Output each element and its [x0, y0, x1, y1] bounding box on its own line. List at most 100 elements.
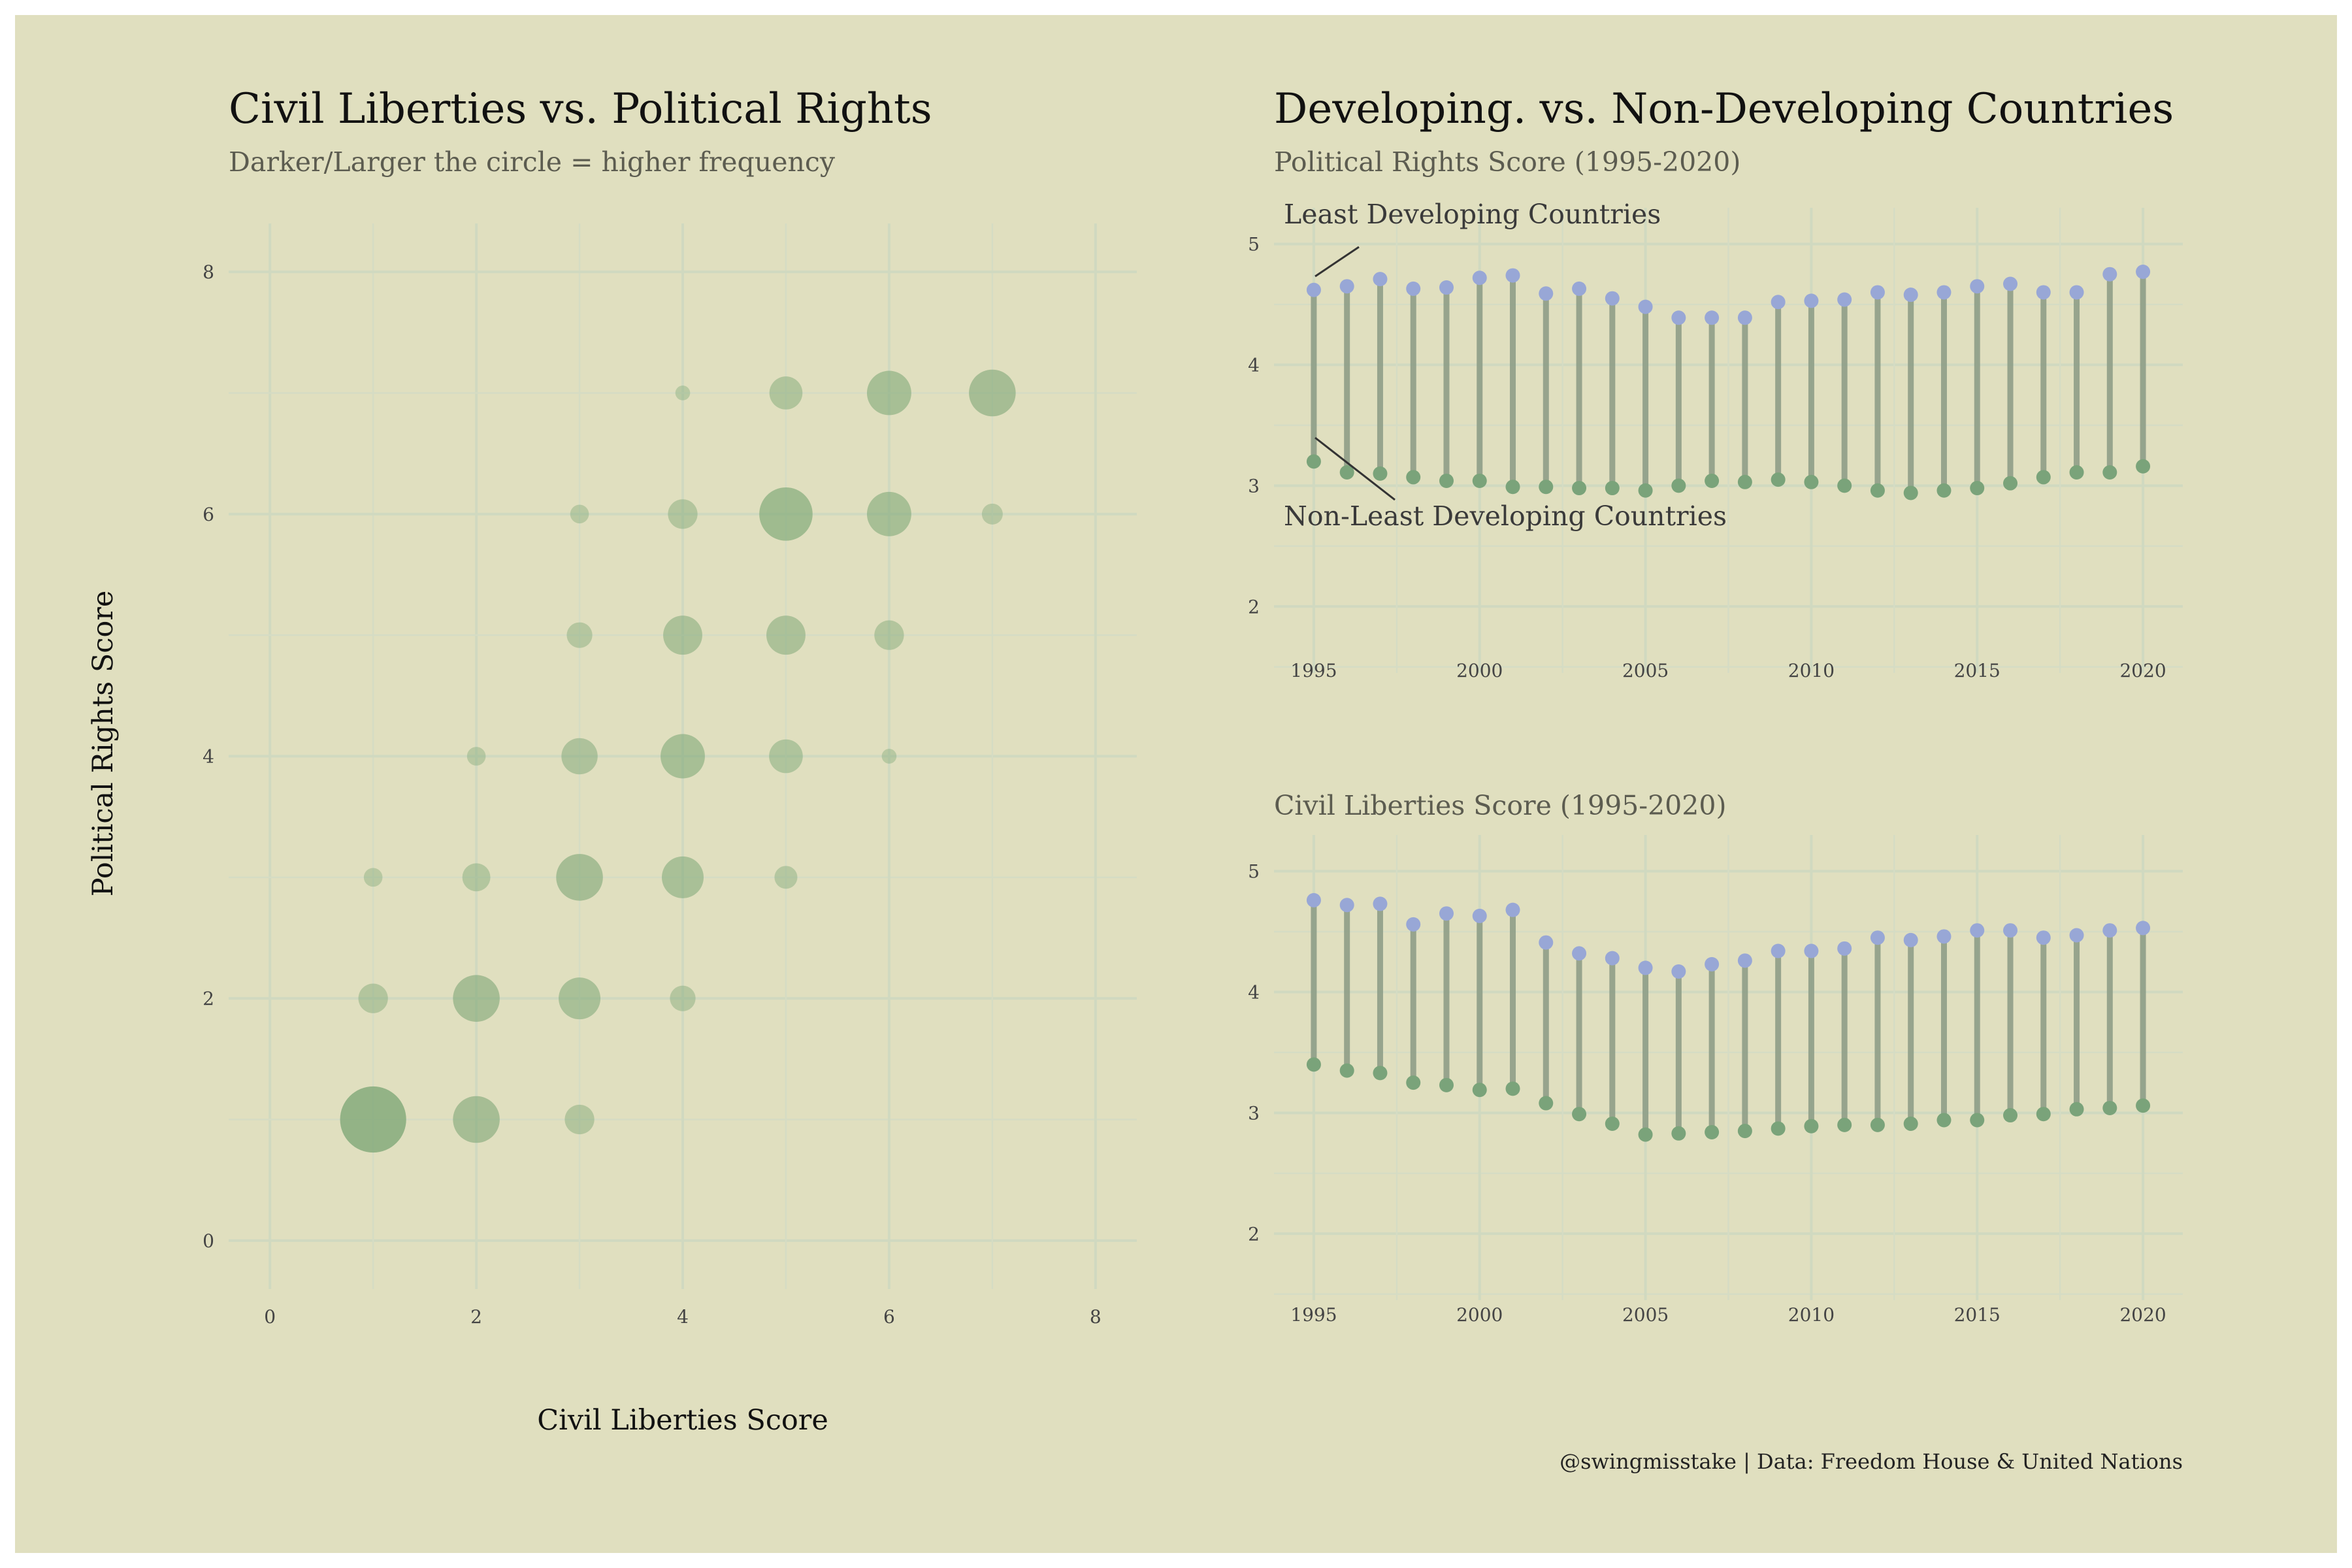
bubble-point	[866, 491, 911, 536]
x-tick-label: 2015	[1954, 1304, 2001, 1326]
bottom-dumbbells	[1306, 892, 2151, 1142]
least-developing-point	[1638, 299, 1653, 314]
bubble-point	[566, 622, 593, 648]
bubble-point	[556, 854, 603, 901]
left-chart-title: Civil Liberties vs. Political Rights	[229, 85, 932, 133]
x-tick-label: 2015	[1954, 660, 2001, 681]
least-developing-point	[1439, 280, 1454, 295]
least-developing-point	[1539, 286, 1554, 301]
non-least-developing-point	[1339, 1063, 1354, 1078]
least-developing-point	[2036, 930, 2051, 945]
bubble-point	[969, 369, 1016, 417]
bottom-grid	[1274, 835, 2183, 1300]
bubble-point	[874, 620, 904, 650]
left-x-tick-label: 6	[883, 1306, 895, 1328]
non-least-developing-point	[1870, 1117, 1885, 1132]
non-least-developing-point	[1970, 481, 1985, 496]
non-least-developing-point	[1539, 480, 1554, 495]
non-least-developing-point	[1804, 474, 1819, 489]
least-developing-point	[1306, 892, 1321, 907]
y-tick-label: 2	[1248, 1223, 1260, 1245]
bubble-point	[462, 863, 491, 892]
non-least-developing-point	[1705, 1124, 1720, 1139]
x-tick-label: 2005	[1622, 660, 1669, 681]
least-developing-point	[1804, 293, 1819, 308]
annotation-non-least-leader	[1315, 436, 1396, 501]
least-developing-point	[2136, 265, 2151, 280]
x-tick-label: 2020	[2119, 1304, 2166, 1326]
least-developing-point	[2069, 928, 2084, 943]
bubble-point	[981, 503, 1003, 525]
least-developing-point	[1737, 953, 1752, 968]
left-x-tick-label: 0	[264, 1306, 276, 1328]
non-least-developing-point	[2069, 465, 2084, 480]
non-least-developing-point	[1737, 474, 1752, 489]
non-least-developing-point	[1671, 478, 1686, 493]
x-tick-label: 2005	[1622, 1304, 1669, 1326]
non-least-developing-point	[1439, 1077, 1454, 1092]
non-least-developing-point	[1970, 1113, 1985, 1128]
non-least-developing-point	[1936, 1113, 1952, 1128]
least-developing-point	[1339, 279, 1354, 294]
least-developing-point	[1837, 292, 1852, 307]
least-developing-point	[2069, 285, 2084, 300]
top-dumbbells	[1306, 265, 2151, 500]
bubble-point	[663, 615, 702, 655]
left-tick-labels: 0 2 4 6 8 0 2 4 6 8	[203, 261, 1102, 1328]
bubble-point	[670, 985, 696, 1011]
left-chart-subtitle: Darker/Larger the circle = higher freque…	[229, 146, 836, 178]
least-developing-point	[1638, 960, 1653, 975]
non-least-developing-point	[1837, 1117, 1852, 1132]
left-y-tick-label: 4	[203, 746, 214, 768]
bubble-point	[668, 499, 698, 529]
bubble-point	[759, 487, 813, 541]
non-least-developing-point	[1903, 1116, 1918, 1131]
bubble-point	[559, 977, 601, 1020]
top-panel-subtitle: Political Rights Score (1995-2020)	[1274, 146, 1740, 178]
non-least-developing-point	[2136, 459, 2151, 474]
least-developing-point	[1804, 943, 1819, 958]
bubble-point	[453, 975, 500, 1022]
y-tick-label: 3	[1248, 1102, 1260, 1124]
left-bubbles	[340, 369, 1016, 1153]
non-least-developing-point	[1605, 1116, 1620, 1131]
right-chart-title: Developing. vs. Non-Developing Countries	[1274, 85, 2174, 133]
non-least-developing-point	[1539, 1096, 1554, 1111]
annotation-least: Least Developing Countries	[1284, 199, 1661, 230]
bottom-panel-subtitle: Civil Liberties Score (1995-2020)	[1274, 790, 1726, 821]
non-least-developing-point	[2102, 465, 2117, 480]
non-least-developing-point	[2036, 1107, 2051, 1122]
x-tick-label: 1995	[1290, 660, 1337, 681]
non-least-developing-point	[1339, 465, 1354, 480]
non-least-developing-point	[1373, 466, 1388, 481]
x-tick-label: 2000	[1456, 1304, 1503, 1326]
bubble-point	[561, 738, 598, 775]
least-developing-point	[1472, 908, 1487, 923]
least-developing-point	[1837, 941, 1852, 956]
non-least-developing-point	[1472, 473, 1487, 488]
bubble-point	[774, 866, 798, 889]
non-least-developing-point	[1837, 478, 1852, 493]
non-least-developing-point	[2036, 470, 2051, 485]
non-least-developing-point	[1439, 473, 1454, 488]
least-developing-point	[1705, 956, 1720, 972]
x-axis-title: Civil Liberties Score	[537, 1404, 828, 1437]
non-least-developing-point	[1572, 1107, 1587, 1122]
least-developing-point	[1572, 281, 1587, 296]
bubble-point	[866, 370, 911, 416]
bottom-tick-labels: 1995 2000 2005 2010 2015 2020 2 3 4 5	[1248, 860, 2166, 1326]
bubble-point	[675, 385, 691, 400]
x-tick-label: 2010	[1788, 660, 1835, 681]
y-tick-label: 2	[1248, 596, 1260, 617]
annotation-non-least: Non-Least Developing Countries	[1284, 500, 1727, 532]
least-developing-point	[1737, 310, 1752, 325]
non-least-developing-point	[1373, 1066, 1388, 1081]
bubble-point	[363, 868, 383, 887]
non-least-developing-point	[1306, 454, 1321, 469]
least-developing-point	[1771, 295, 1786, 310]
least-developing-point	[2102, 267, 2117, 282]
least-developing-point	[1373, 272, 1388, 287]
least-developing-point	[1505, 902, 1520, 917]
bubble-point	[881, 749, 897, 764]
top-grid	[1274, 208, 2183, 673]
